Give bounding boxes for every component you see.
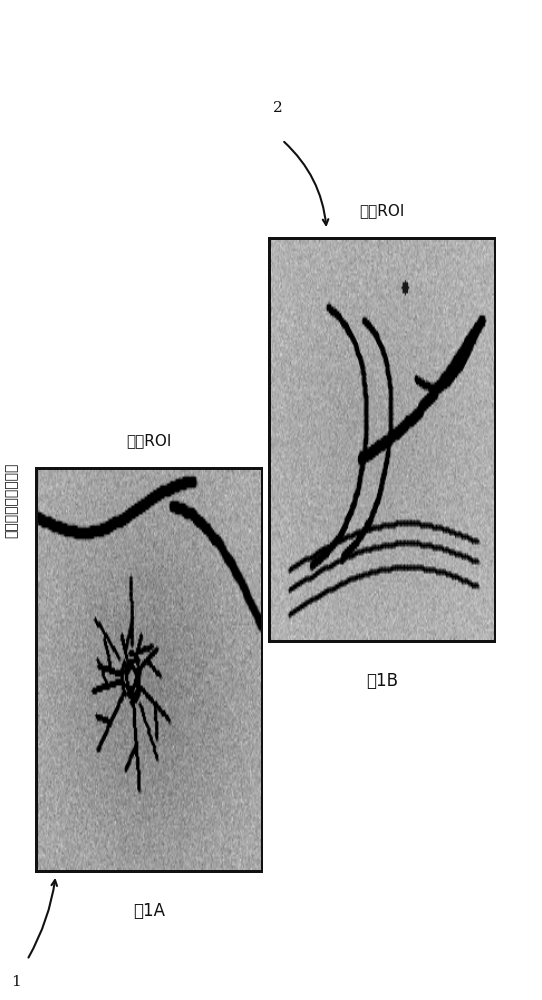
Text: 1: 1	[210, 814, 222, 830]
Text: 2: 2	[350, 480, 362, 496]
Text: 静脉ROI: 静脉ROI	[359, 203, 405, 218]
Bar	[268, 237, 496, 643]
Text: 2: 2	[273, 101, 282, 115]
Text: 1: 1	[11, 975, 21, 989]
Text: 图1B: 图1B	[366, 672, 398, 690]
Bar	[49, 500, 67, 510]
Bar	[282, 270, 300, 280]
Bar	[35, 467, 263, 873]
Text: 动脉ROI: 动脉ROI	[126, 433, 172, 448]
Text: 原始空间血管造影片: 原始空间血管造影片	[5, 462, 19, 538]
Text: 1: 1	[299, 371, 310, 388]
Text: 图1A: 图1A	[133, 902, 165, 920]
